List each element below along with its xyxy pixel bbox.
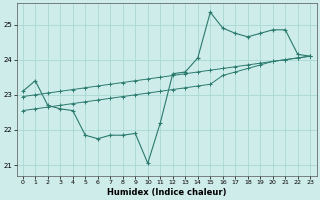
X-axis label: Humidex (Indice chaleur): Humidex (Indice chaleur) <box>107 188 226 197</box>
